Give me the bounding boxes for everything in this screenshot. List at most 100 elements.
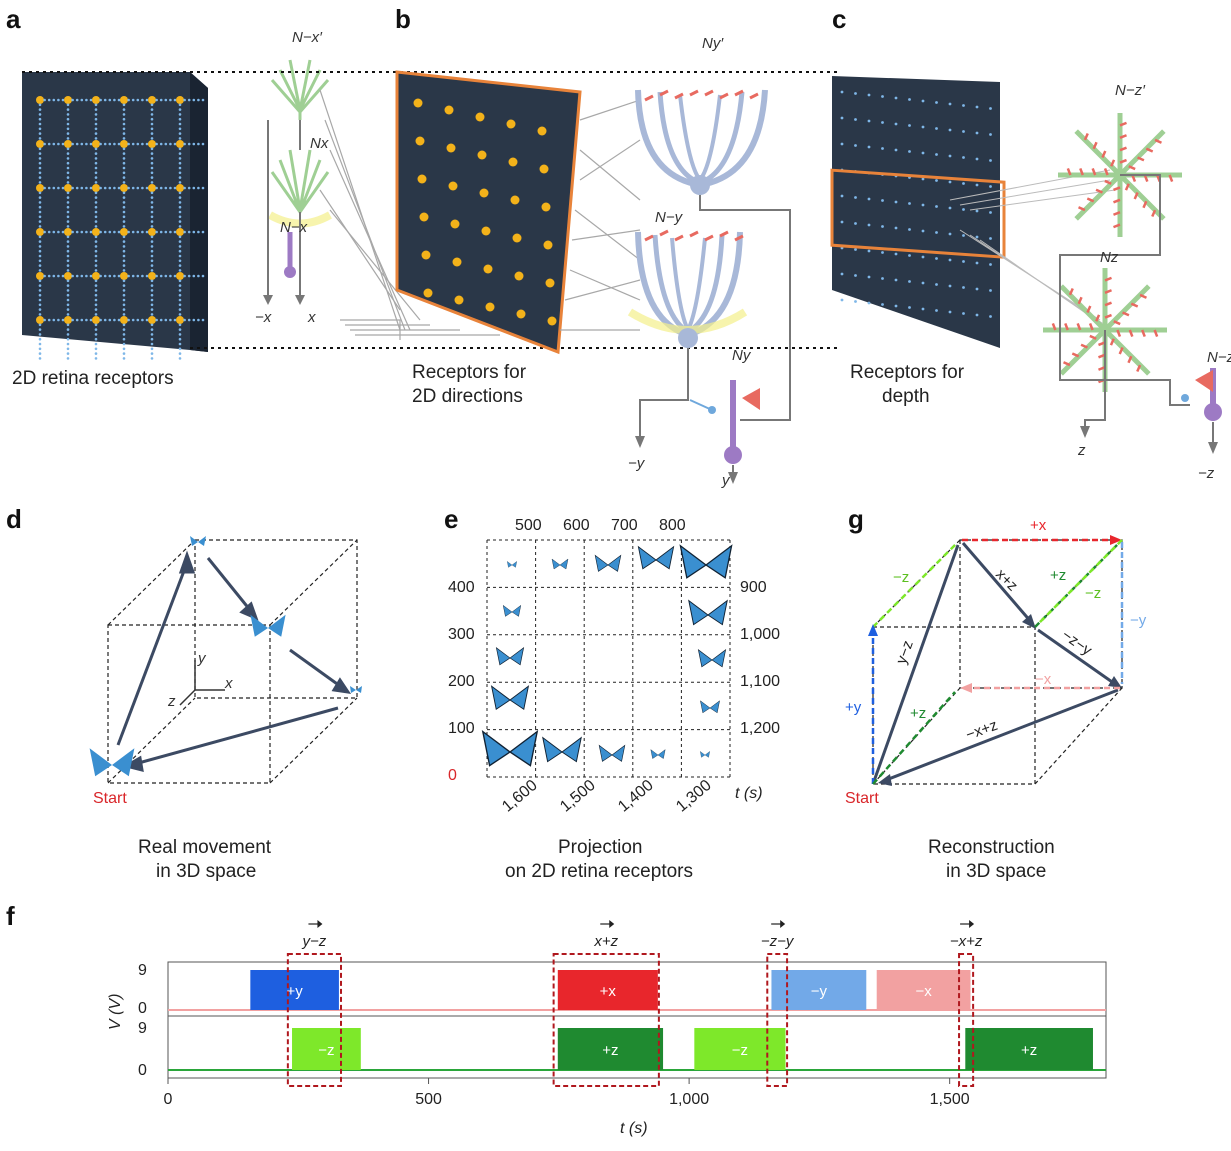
receptor-dots-b: [413, 98, 557, 326]
e-right-tick: 900: [740, 579, 767, 596]
vector-label-0: y−z: [302, 933, 327, 950]
caption-c-2: depth: [882, 386, 930, 407]
e-left-tick: 0: [448, 767, 457, 784]
vec-label-7: y−z: [893, 638, 917, 666]
butterfly-icon: [490, 685, 530, 710]
neuron-label-b-2: Ny: [732, 347, 752, 364]
neuron-label-b-1: N−y: [655, 209, 684, 226]
highlight-window-1: [552, 953, 660, 1087]
e-right-tick: 1,100: [740, 673, 780, 690]
vec-label-8: −x: [1035, 671, 1052, 688]
neuron-label-a-0: N−x′: [292, 29, 323, 46]
e-bottom-tick: 1,300: [673, 777, 715, 816]
bar-top-label-2: −y: [811, 983, 828, 1000]
vec-label-10: +z: [910, 705, 926, 722]
output-c-1: −z: [1198, 465, 1215, 482]
wiring-ab: [319, 89, 500, 340]
butterfly-icon: [700, 751, 710, 758]
caption-b-2: 2D directions: [412, 386, 523, 407]
neurons-a: N−x′ Nx N−x −x x: [255, 29, 332, 326]
neurons-c: N−z′ Nz N−z z −z: [1043, 82, 1231, 482]
wiring-bc: [560, 99, 641, 331]
panel-c-label: c: [832, 4, 846, 34]
butterfly-icon: [688, 599, 728, 626]
neuron-label-a-2: N−x: [280, 219, 308, 236]
butterfly-icon: [598, 744, 626, 762]
receptor-dots-a: [36, 96, 205, 360]
caption-a: 2D retina receptors: [12, 368, 174, 389]
reconstruction-vectors: [868, 535, 1124, 786]
e-left-tick: 200: [448, 673, 475, 690]
caption-d-2: in 3D space: [156, 861, 256, 882]
butterfly-icon: [502, 604, 522, 617]
butterfly-icon: [495, 646, 525, 666]
highlight-window-3: [958, 953, 975, 1087]
caption-g-1: Reconstruction: [928, 837, 1055, 858]
caption-d-1: Real movement: [138, 837, 272, 858]
ytick-bot-0: 0: [138, 1062, 147, 1079]
e-right-tick: 1,000: [740, 626, 780, 643]
butterfly-icon: [594, 554, 622, 572]
xtick-3: 1,500: [930, 1091, 970, 1108]
retina-a: [22, 72, 208, 360]
panel-g-label: g: [848, 504, 864, 534]
vec-label-0: +x: [1030, 517, 1047, 534]
bar-bottom-label-3: +z: [1021, 1042, 1037, 1059]
neuron-label-a-1: Nx: [310, 135, 329, 152]
vec-label-4: x+z: [992, 566, 1021, 595]
ytick-top-9: 9: [138, 962, 147, 979]
panel-a-label: a: [6, 4, 21, 34]
ytick-top-0: 0: [138, 1000, 147, 1017]
f-ylabel: V (V): [107, 994, 124, 1030]
butterfly-icon: [507, 561, 517, 568]
bar-top-3: [876, 970, 971, 1010]
xtick-0: 0: [164, 1091, 173, 1108]
bar-bottom-2: [694, 1028, 786, 1070]
vec-label-9: +y: [845, 699, 862, 716]
e-right-tick: 1,200: [740, 720, 780, 737]
voltage-chart: +y +x −y −x −z +z −z +z y−z x+z −z−y −x+z 0 500 1,00…: [164, 920, 1107, 1108]
e-top-tick: 500: [515, 517, 542, 534]
e-bottom-tick: 1,400: [615, 777, 657, 816]
panel-f-label: f: [6, 901, 15, 931]
axes-d: [179, 660, 225, 706]
vec-label-3: −z: [1085, 585, 1101, 602]
bar-bottom-label-2: −z: [732, 1042, 748, 1059]
e-left-tick: 100: [448, 720, 475, 737]
neuron-label-c-2: N−z: [1207, 349, 1231, 366]
vec-label-6: −y: [1130, 612, 1147, 629]
butterfly-icon: [637, 545, 675, 570]
vec-label-2: +z: [1050, 567, 1066, 584]
bar-top-0: [250, 970, 339, 1010]
movement-arrows-d: [116, 550, 352, 773]
caption-e-1: Projection: [558, 837, 643, 858]
axis-d-y: y: [197, 650, 207, 667]
butterfly-icon: [700, 700, 720, 714]
e-top-tick: 700: [611, 517, 638, 534]
e-bottom-tick: 1,500: [557, 777, 599, 816]
projection-grid: [486, 539, 731, 778]
bar-top-label-0: +y: [286, 983, 303, 1000]
ytick-bot-9: 9: [138, 1020, 147, 1037]
receptor-dots-c: [840, 90, 992, 318]
panel-e-label: e: [444, 504, 458, 534]
xtick-1: 500: [415, 1091, 442, 1108]
butterfly-icon: [697, 648, 727, 668]
vec-label-5: −z−y: [1059, 626, 1096, 659]
output-a-1: x: [307, 309, 316, 326]
bar-bottom-0: [292, 1028, 361, 1070]
e-t-label: t (s): [735, 785, 763, 802]
start-d: Start: [93, 790, 127, 807]
vector-label-2: −z−y: [761, 933, 795, 950]
bar-bottom-3: [965, 1028, 1093, 1070]
output-c-0: z: [1077, 442, 1086, 459]
caption-g-2: in 3D space: [946, 861, 1046, 882]
axis-d-x: x: [224, 675, 233, 692]
xtick-2: 1,000: [669, 1091, 709, 1108]
vector-label-3: −x+z: [950, 933, 983, 950]
vec-label-11: −x+z: [964, 717, 1000, 744]
cube-d: [107, 539, 358, 784]
highlight-window-0: [286, 953, 343, 1087]
caption-e-2: on 2D retina receptors: [505, 861, 693, 882]
